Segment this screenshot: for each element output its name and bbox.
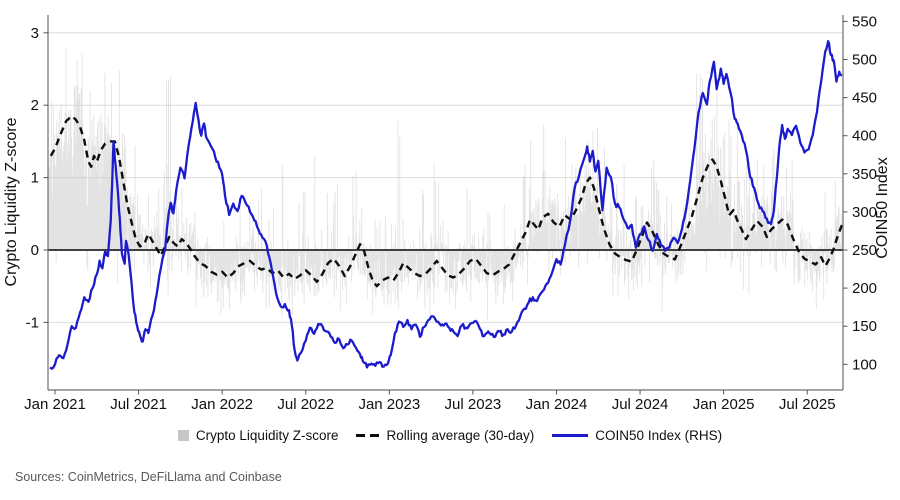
legend-label-rolling-avg: Rolling average (30-day) — [386, 428, 535, 443]
rolling-avg-dash-swatch-icon — [356, 434, 380, 437]
right-tick-label: 200 — [852, 280, 877, 297]
left-tick-label: 0 — [31, 242, 39, 259]
zscore-bars-series — [47, 48, 844, 320]
chart-legend: Crypto Liquidity Z-score Rolling average… — [0, 428, 900, 443]
zscore-bars-swatch-icon — [177, 430, 189, 441]
left-tick-label: 2 — [31, 97, 39, 114]
legend-label-zscore: Crypto Liquidity Z-score — [195, 428, 339, 443]
left-tick-label: 1 — [31, 170, 39, 187]
x-tick-label: Jul 2023 — [445, 396, 502, 413]
chart-graphics: Jan 2021 Jul 2021 Jan 2022 Jul 2022 Jan 2023… — [24, 13, 877, 413]
legend-item-zscore: Crypto Liquidity Z-score — [177, 428, 339, 443]
x-tick-label: Jul 2021 — [110, 396, 167, 413]
coin50-line — [49, 40, 843, 370]
legend-item-coin50: COIN50 Index (RHS) — [552, 428, 722, 443]
x-tick-label: Jan 2023 — [358, 396, 420, 413]
x-tick-label: Jan 2022 — [191, 396, 253, 413]
right-tick-label: 450 — [852, 90, 877, 107]
right-tick-label: 100 — [852, 356, 877, 373]
coin50-line-swatch-icon — [552, 434, 589, 437]
x-tick-label: Jul 2022 — [277, 396, 334, 413]
right-tick-label: 400 — [852, 128, 877, 145]
x-tick-label: Jan 2025 — [693, 396, 755, 413]
left-axis-title: Crypto Liquidity Z-score — [3, 117, 20, 286]
right-axis-title: COIN50 Index — [874, 157, 891, 258]
right-tick-label: 550 — [852, 13, 877, 30]
x-tick-label: Jul 2024 — [612, 396, 669, 413]
rolling-avg-line — [49, 114, 844, 288]
right-tick-label: 300 — [852, 204, 877, 221]
x-tick-label: Jul 2025 — [779, 396, 836, 413]
legend-label-coin50: COIN50 Index (RHS) — [595, 428, 723, 443]
x-tick-label: Jan 2024 — [526, 396, 588, 413]
source-note: Sources: CoinMetrics, DeFiLlama and Coin… — [15, 470, 282, 484]
right-tick-label: 350 — [852, 166, 877, 183]
right-tick-label: 150 — [852, 318, 877, 335]
left-tick-label: 3 — [31, 25, 39, 42]
left-tick-label: -1 — [26, 314, 39, 331]
right-tick-label: 250 — [852, 242, 877, 259]
x-tick-label: Jan 2021 — [24, 396, 86, 413]
legend-item-rolling-avg: Rolling average (30-day) — [356, 428, 534, 443]
liquidity-chart: Jan 2021 Jul 2021 Jan 2022 Jul 2022 Jan 2023… — [3, 13, 891, 413]
right-tick-label: 500 — [852, 52, 877, 69]
